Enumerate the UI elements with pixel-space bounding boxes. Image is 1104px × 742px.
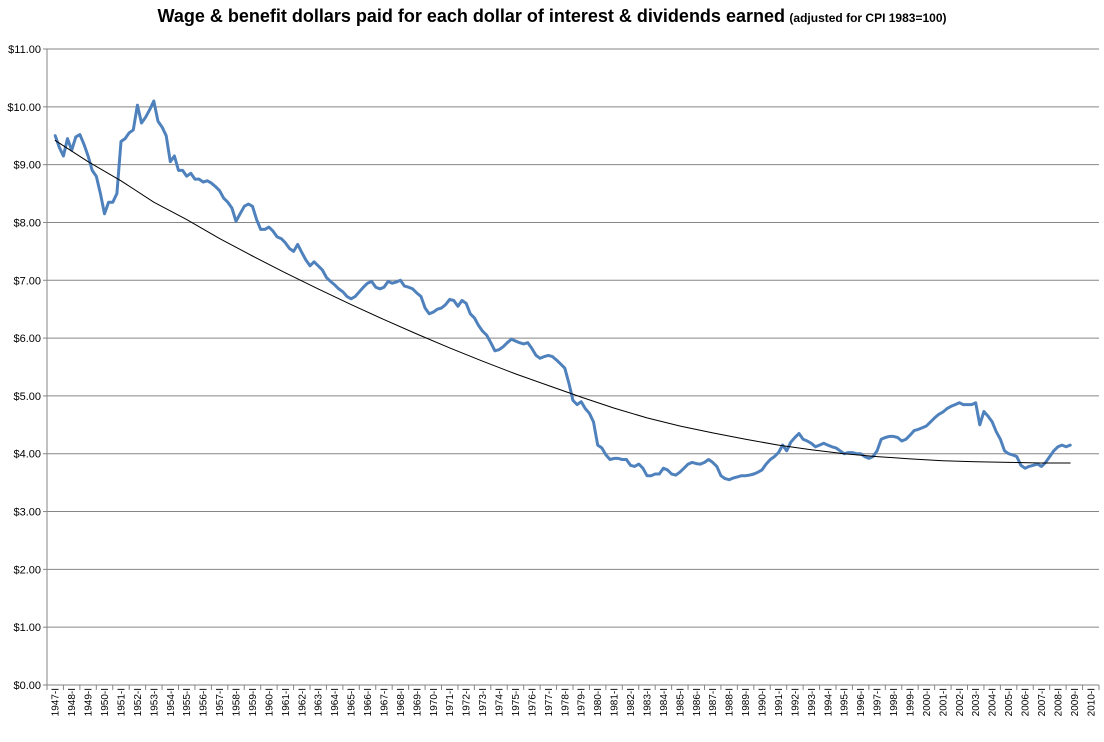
x-tick-label: 1965-I — [347, 688, 358, 716]
x-tick-label: 1971-I — [445, 688, 456, 716]
x-tick-label: 1978-I — [560, 688, 571, 716]
x-tick-label: 1969-I — [412, 688, 423, 716]
x-tick-label: 1994-I — [823, 688, 834, 716]
x-tick-label: 1999-I — [905, 688, 916, 716]
x-tick-label: 1970-I — [429, 688, 440, 716]
x-tick-label: 1962-I — [297, 688, 308, 716]
y-tick-label: $4.00 — [13, 449, 41, 461]
x-tick-label: 1950-I — [100, 688, 111, 716]
x-tick-label: 1958-I — [232, 688, 243, 716]
x-tick-label: 2009-I — [1070, 688, 1081, 716]
x-tick-label: 1992-I — [790, 688, 801, 716]
x-tick-label: 2007-I — [1037, 688, 1048, 716]
x-tick-label: 1960-I — [264, 688, 275, 716]
x-tick-label: 1966-I — [363, 688, 374, 716]
series-line-wage-ratio — [53, 99, 1072, 482]
x-tick-label: 2010-I — [1086, 688, 1097, 716]
chart-title-main: Wage & benefit dollars paid for each dol… — [157, 6, 785, 26]
x-tick-label: 1957-I — [215, 688, 226, 716]
y-tick-label: $7.00 — [13, 275, 41, 287]
x-tick-label: 1948-I — [67, 688, 78, 716]
x-tick-label: 1973-I — [478, 688, 489, 716]
x-tick-label: 1984-I — [659, 688, 670, 716]
x-tick-label: 1986-I — [692, 688, 703, 716]
x-tick-label: 1988-I — [725, 688, 736, 716]
y-tick-label: $0.00 — [13, 680, 41, 692]
x-tick-label: 1998-I — [889, 688, 900, 716]
x-tick-label: 2000-I — [922, 688, 933, 716]
y-tick-label: $2.00 — [13, 564, 41, 576]
x-tick-label: 1954-I — [166, 688, 177, 716]
y-tick-label: $10.00 — [7, 102, 41, 114]
x-tick-label: 1974-I — [495, 688, 506, 716]
x-tick-label: 1972-I — [462, 688, 473, 716]
x-tick-label: 2004-I — [988, 688, 999, 716]
y-tick-label: $5.00 — [13, 391, 41, 403]
x-tick-label: 1977-I — [544, 688, 555, 716]
series — [53, 99, 1072, 482]
x-tick-label: 2001-I — [938, 688, 949, 716]
gridlines — [43, 48, 1099, 686]
x-tick-label: 1991-I — [774, 688, 785, 716]
y-tick-label: $11.00 — [8, 44, 41, 56]
chart-subtitle: (adjusted for CPI 1983=100) — [789, 11, 947, 25]
x-tick-label: 1956-I — [199, 688, 210, 716]
x-tick-label: 1989-I — [741, 688, 752, 716]
x-tick-label: 2006-I — [1021, 688, 1032, 716]
x-axis-tick-labels: 1947-I 1948-I 1949-I 1950-I 1951-I 1952-I 1953… — [51, 688, 1098, 716]
x-tick-label: 2002-I — [955, 688, 966, 716]
x-tick-label: 1985-I — [675, 688, 686, 716]
x-tick-label: 1963-I — [314, 688, 325, 716]
x-tick-label: 1961-I — [281, 688, 292, 716]
x-tick-label: 1982-I — [626, 688, 637, 716]
x-tick-label: 1959-I — [248, 688, 259, 716]
x-tick-label: 1981-I — [610, 688, 621, 716]
x-tick-label: 1976-I — [527, 688, 538, 716]
x-tick-label: 2003-I — [971, 688, 982, 716]
axes — [46, 49, 1100, 690]
y-tick-label: $9.00 — [13, 160, 41, 172]
x-tick-label: 1968-I — [396, 688, 407, 716]
x-tick-label: 1993-I — [807, 688, 818, 716]
x-tick-label: 2008-I — [1053, 688, 1064, 716]
y-tick-label: $6.00 — [13, 333, 41, 345]
x-tick-label: 1980-I — [593, 688, 604, 716]
series-line-trend — [54, 139, 1071, 464]
x-tick-label: 1949-I — [84, 688, 95, 716]
y-tick-label: $8.00 — [13, 217, 41, 229]
y-tick-label: $3.00 — [13, 507, 41, 519]
x-tick-label: 1953-I — [149, 688, 160, 716]
x-tick-label: 1995-I — [840, 688, 851, 716]
x-tick-label: 1975-I — [511, 688, 522, 716]
x-tick-label: 2005-I — [1004, 688, 1015, 716]
x-tick-label: 1979-I — [577, 688, 588, 716]
x-tick-label: 1997-I — [873, 688, 884, 716]
y-axis-tick-labels: $0.00 $1.00 $2.00 $3.00 $4.00 $5.00 $6.00 $7.00… — [7, 44, 41, 692]
chart-title: Wage & benefit dollars paid for each dol… — [0, 6, 1104, 27]
x-tick-label: 1952-I — [133, 688, 144, 716]
x-tick-label: 1987-I — [708, 688, 719, 716]
x-tick-label: 1983-I — [642, 688, 653, 716]
x-tick-label: 1996-I — [856, 688, 867, 716]
x-tick-label: 1967-I — [379, 688, 390, 716]
x-tick-label: 1964-I — [330, 688, 341, 716]
x-tick-label: 1990-I — [758, 688, 769, 716]
x-tick-label: 1955-I — [182, 688, 193, 716]
x-tick-label: 1947-I — [51, 688, 62, 716]
x-tick-label: 1951-I — [116, 688, 127, 716]
y-tick-label: $1.00 — [13, 622, 41, 634]
